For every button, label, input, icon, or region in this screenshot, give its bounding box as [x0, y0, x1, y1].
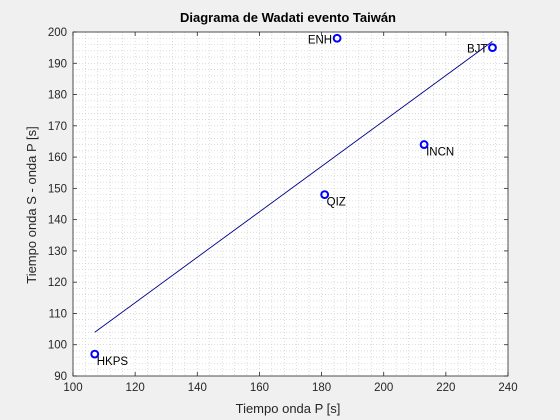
y-tick-label: 110 [49, 308, 67, 320]
y-tick-label: 190 [48, 58, 67, 70]
x-tick-label: 120 [126, 382, 145, 394]
chart-title: Diagrama de Wadati evento Taiwán [180, 10, 396, 25]
data-points: HKPS QIZ ENH INCN BJT [90, 33, 497, 368]
point-label-hkps: HKPS [97, 356, 129, 368]
point-label-incn: INCN [426, 147, 454, 159]
x-tick-label: 220 [436, 382, 455, 394]
x-axis-label: Tiempo onda P [s] [236, 401, 341, 416]
point-label-qiz: QIZ [327, 197, 346, 209]
data-point-bjt [488, 43, 497, 53]
data-point-enh [332, 33, 342, 43]
data-point-hkps [90, 349, 100, 359]
y-tick-label: 130 [48, 246, 67, 258]
y-tick-label: 140 [48, 215, 67, 227]
y-tick-label: 100 [48, 340, 67, 352]
y-tick-label: 160 [48, 152, 67, 164]
y-axis-label: Tiempo onda S - onda P [s] [24, 126, 39, 284]
y-tick-label: 170 [48, 121, 67, 133]
data-point-incn [419, 140, 429, 149]
minor-grid [73, 32, 508, 376]
wadati-fit-line [94, 41, 493, 333]
point-label-enh: ENH [308, 34, 332, 46]
x-tick-label: 100 [63, 382, 82, 394]
y-tick-label: 90 [54, 371, 67, 383]
point-label-bjt: BJT [467, 44, 487, 56]
data-point-qiz [320, 190, 330, 200]
x-tick-label: 140 [188, 382, 207, 394]
x-tick-label: 180 [312, 382, 331, 394]
x-tick-label: 160 [250, 382, 269, 394]
axis-ticks: 100 120 140 160 180 200 220 2409010011012013014… [48, 27, 518, 394]
axes-box [72, 31, 509, 377]
x-tick-label: 200 [374, 382, 393, 394]
y-tick-label: 180 [48, 90, 67, 102]
y-tick-label: 150 [48, 183, 67, 195]
plot-area [73, 32, 508, 376]
x-tick-label: 240 [498, 382, 517, 394]
y-tick-label: 120 [48, 277, 67, 289]
fit-line-layer [94, 41, 493, 333]
y-tick-label: 200 [48, 27, 67, 39]
